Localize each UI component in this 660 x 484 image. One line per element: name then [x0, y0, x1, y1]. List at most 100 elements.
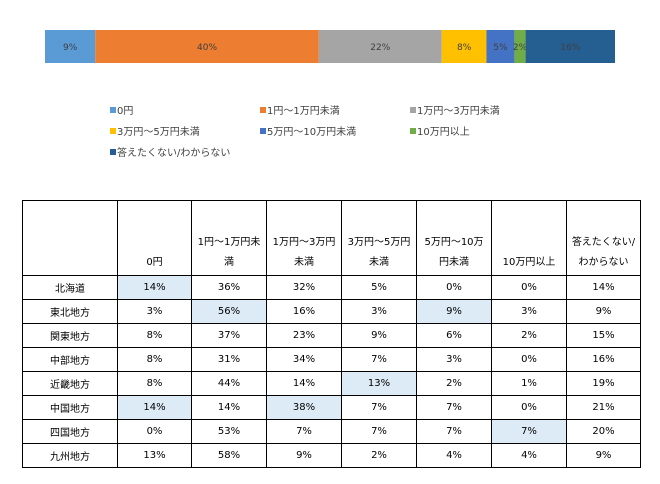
legend-swatch [110, 107, 116, 113]
table-cell: 4% [416, 443, 492, 468]
table-row: 北海道 14% 36% 32% 5% 0% 0% 14% [22, 275, 641, 300]
bar-segment [45, 30, 96, 63]
table-cell: 9% [266, 443, 342, 468]
table-cell: 34% [266, 347, 342, 372]
table-cell: 36% [191, 275, 267, 300]
value-label: 2% [513, 43, 528, 53]
table-cell: 0% [117, 419, 192, 444]
table-cell: 3% [341, 299, 417, 324]
table-cell: 1% [491, 371, 567, 396]
table-cell: 7% [416, 395, 492, 420]
column-header: 0円 [117, 200, 192, 276]
value-label: 9% [63, 43, 78, 53]
table-cell: 13% [341, 371, 417, 396]
row-header: 中部地方 [22, 347, 118, 372]
table-cell: 9% [566, 443, 641, 468]
row-header: 近畿地方 [22, 371, 118, 396]
table-cell: 23% [266, 323, 342, 348]
bar-segment [525, 30, 615, 63]
table-cell: 7% [341, 347, 417, 372]
value-label: 5% [493, 43, 508, 53]
table-cell: 38% [266, 395, 342, 420]
table-cell: 6% [416, 323, 492, 348]
column-header: 3万円～5万円未満 [341, 200, 417, 276]
table-cell: 9% [416, 299, 492, 324]
table-cell: 8% [117, 323, 192, 348]
legend-swatch [260, 107, 266, 113]
table-cell: 32% [266, 275, 342, 300]
table-cell: 7% [416, 419, 492, 444]
table-cell: 15% [566, 323, 641, 348]
table-cell: 7% [266, 419, 342, 444]
legend-label: 0円 [117, 106, 133, 117]
legend-swatch [110, 149, 116, 155]
legend-swatch [110, 128, 116, 134]
legend-label: 3万円～5万円未満 [117, 126, 200, 138]
table-cell: 0% [491, 275, 567, 300]
value-label: 40% [197, 43, 217, 53]
table-cell: 14% [266, 371, 342, 396]
legend-label: 1万円～3万円未満 [417, 105, 500, 117]
table-cell: 4% [491, 443, 567, 468]
table-row: 中部地方 8% 31% 34% 7% 3% 0% 16% [22, 347, 641, 372]
column-header: 1円～1万円未満 [191, 200, 267, 276]
table-cell: 7% [491, 419, 567, 444]
table-cell: 5% [341, 275, 417, 300]
bar-segment [486, 30, 515, 63]
table-cell: 16% [266, 299, 342, 324]
table-cell: 44% [191, 371, 267, 396]
table-cell: 19% [566, 371, 641, 396]
table-cell: 14% [191, 395, 267, 420]
table-cell: 3% [416, 347, 492, 372]
bar-segment [95, 30, 319, 63]
row-header: 東北地方 [22, 299, 118, 324]
table-cell: 7% [341, 395, 417, 420]
table-row: 東北地方 3% 56% 16% 3% 9% 3% 9% [22, 299, 641, 324]
table-cell: 0% [416, 275, 492, 300]
bar-segment [514, 30, 526, 63]
table-cell: 37% [191, 323, 267, 348]
bar-segment [318, 30, 442, 63]
value-label: 22% [370, 43, 390, 53]
column-header: 1万円～3万円未満 [266, 200, 342, 276]
table-cell: 16% [566, 347, 641, 372]
table-cell: 3% [117, 299, 192, 324]
legend-swatch [410, 128, 416, 134]
row-header: 四国地方 [22, 419, 118, 444]
header-row: 0円 1円～1万円未満 1万円～3万円未満 3万円～5万円未満 5万円～10万円未満 10… [22, 200, 641, 276]
table-cell: 20% [566, 419, 641, 444]
table-cell: 2% [491, 323, 567, 348]
table-cell: 21% [566, 395, 641, 420]
table-cell: 14% [117, 275, 192, 300]
value-label: 16% [560, 43, 580, 53]
column-header: 5万円～10万円未満 [416, 200, 492, 276]
column-header: 答えたくない/わからない [566, 200, 641, 276]
table-cell: 14% [566, 275, 641, 300]
table-cell: 53% [191, 419, 267, 444]
table-cell: 56% [191, 299, 267, 324]
chart: 9% 40% 22% 8% 5% 2% 16% 0円 1円～1万円未満 1万円～3万円未満 3万円～… [45, 30, 615, 159]
row-header: 中国地方 [22, 395, 118, 420]
table-row: 九州地方 13% 58% 9% 2% 4% 4% 9% [22, 443, 641, 468]
row-header: 関東地方 [22, 323, 118, 348]
table-cell: 8% [117, 371, 192, 396]
table-cell: 14% [117, 395, 192, 420]
table-row: 四国地方 0% 53% 7% 7% 7% 7% 20% [22, 419, 641, 444]
legend-swatch [410, 107, 416, 113]
table-cell: 58% [191, 443, 267, 468]
legend-label: 答えたくない/わからない [117, 146, 230, 159]
table-row: 関東地方 8% 37% 23% 9% 6% 2% 15% [22, 323, 641, 348]
bar-segment [441, 30, 487, 63]
table-row: 近畿地方 8% 44% 14% 13% 2% 1% 19% [22, 371, 641, 396]
table-cell: 13% [117, 443, 192, 468]
table-cell: 3% [491, 299, 567, 324]
table-cell: 31% [191, 347, 267, 372]
table-cell: 9% [341, 323, 417, 348]
column-header: 10万円以上 [491, 200, 567, 276]
legend-label: 1円～1万円未満 [267, 105, 340, 117]
table-cell: 0% [491, 347, 567, 372]
table-cell: 9% [566, 299, 641, 324]
legend-label: 5万円～10万円未満 [267, 126, 356, 138]
row-header: 北海道 [22, 275, 118, 300]
